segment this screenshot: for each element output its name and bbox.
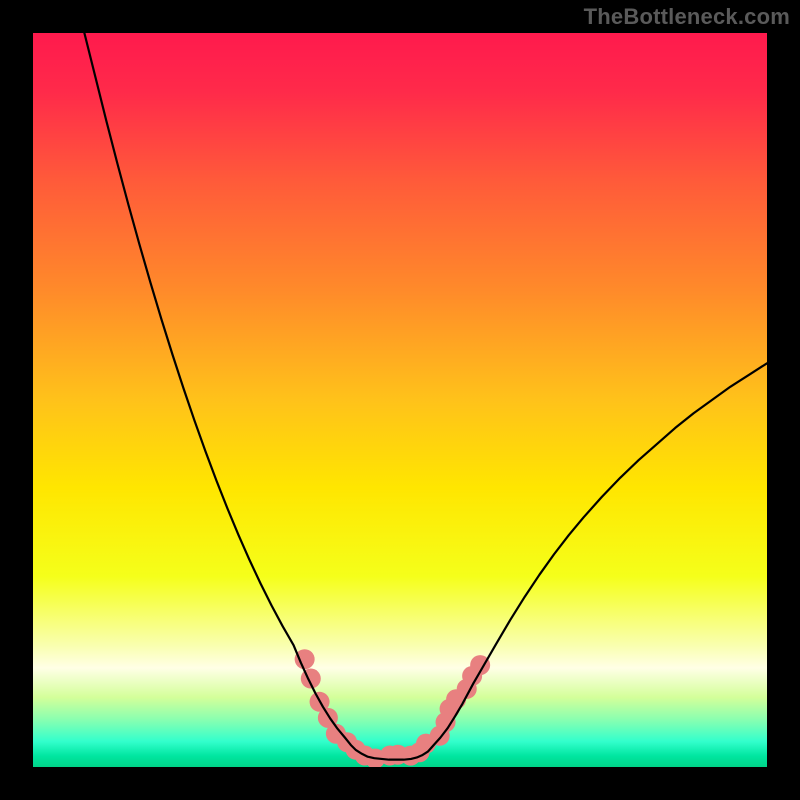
plot-svg bbox=[33, 33, 767, 767]
gradient-background bbox=[33, 33, 767, 767]
chart-outer-frame: TheBottleneck.com bbox=[0, 0, 800, 800]
plot-area bbox=[33, 33, 767, 767]
watermark-text: TheBottleneck.com bbox=[584, 4, 790, 30]
